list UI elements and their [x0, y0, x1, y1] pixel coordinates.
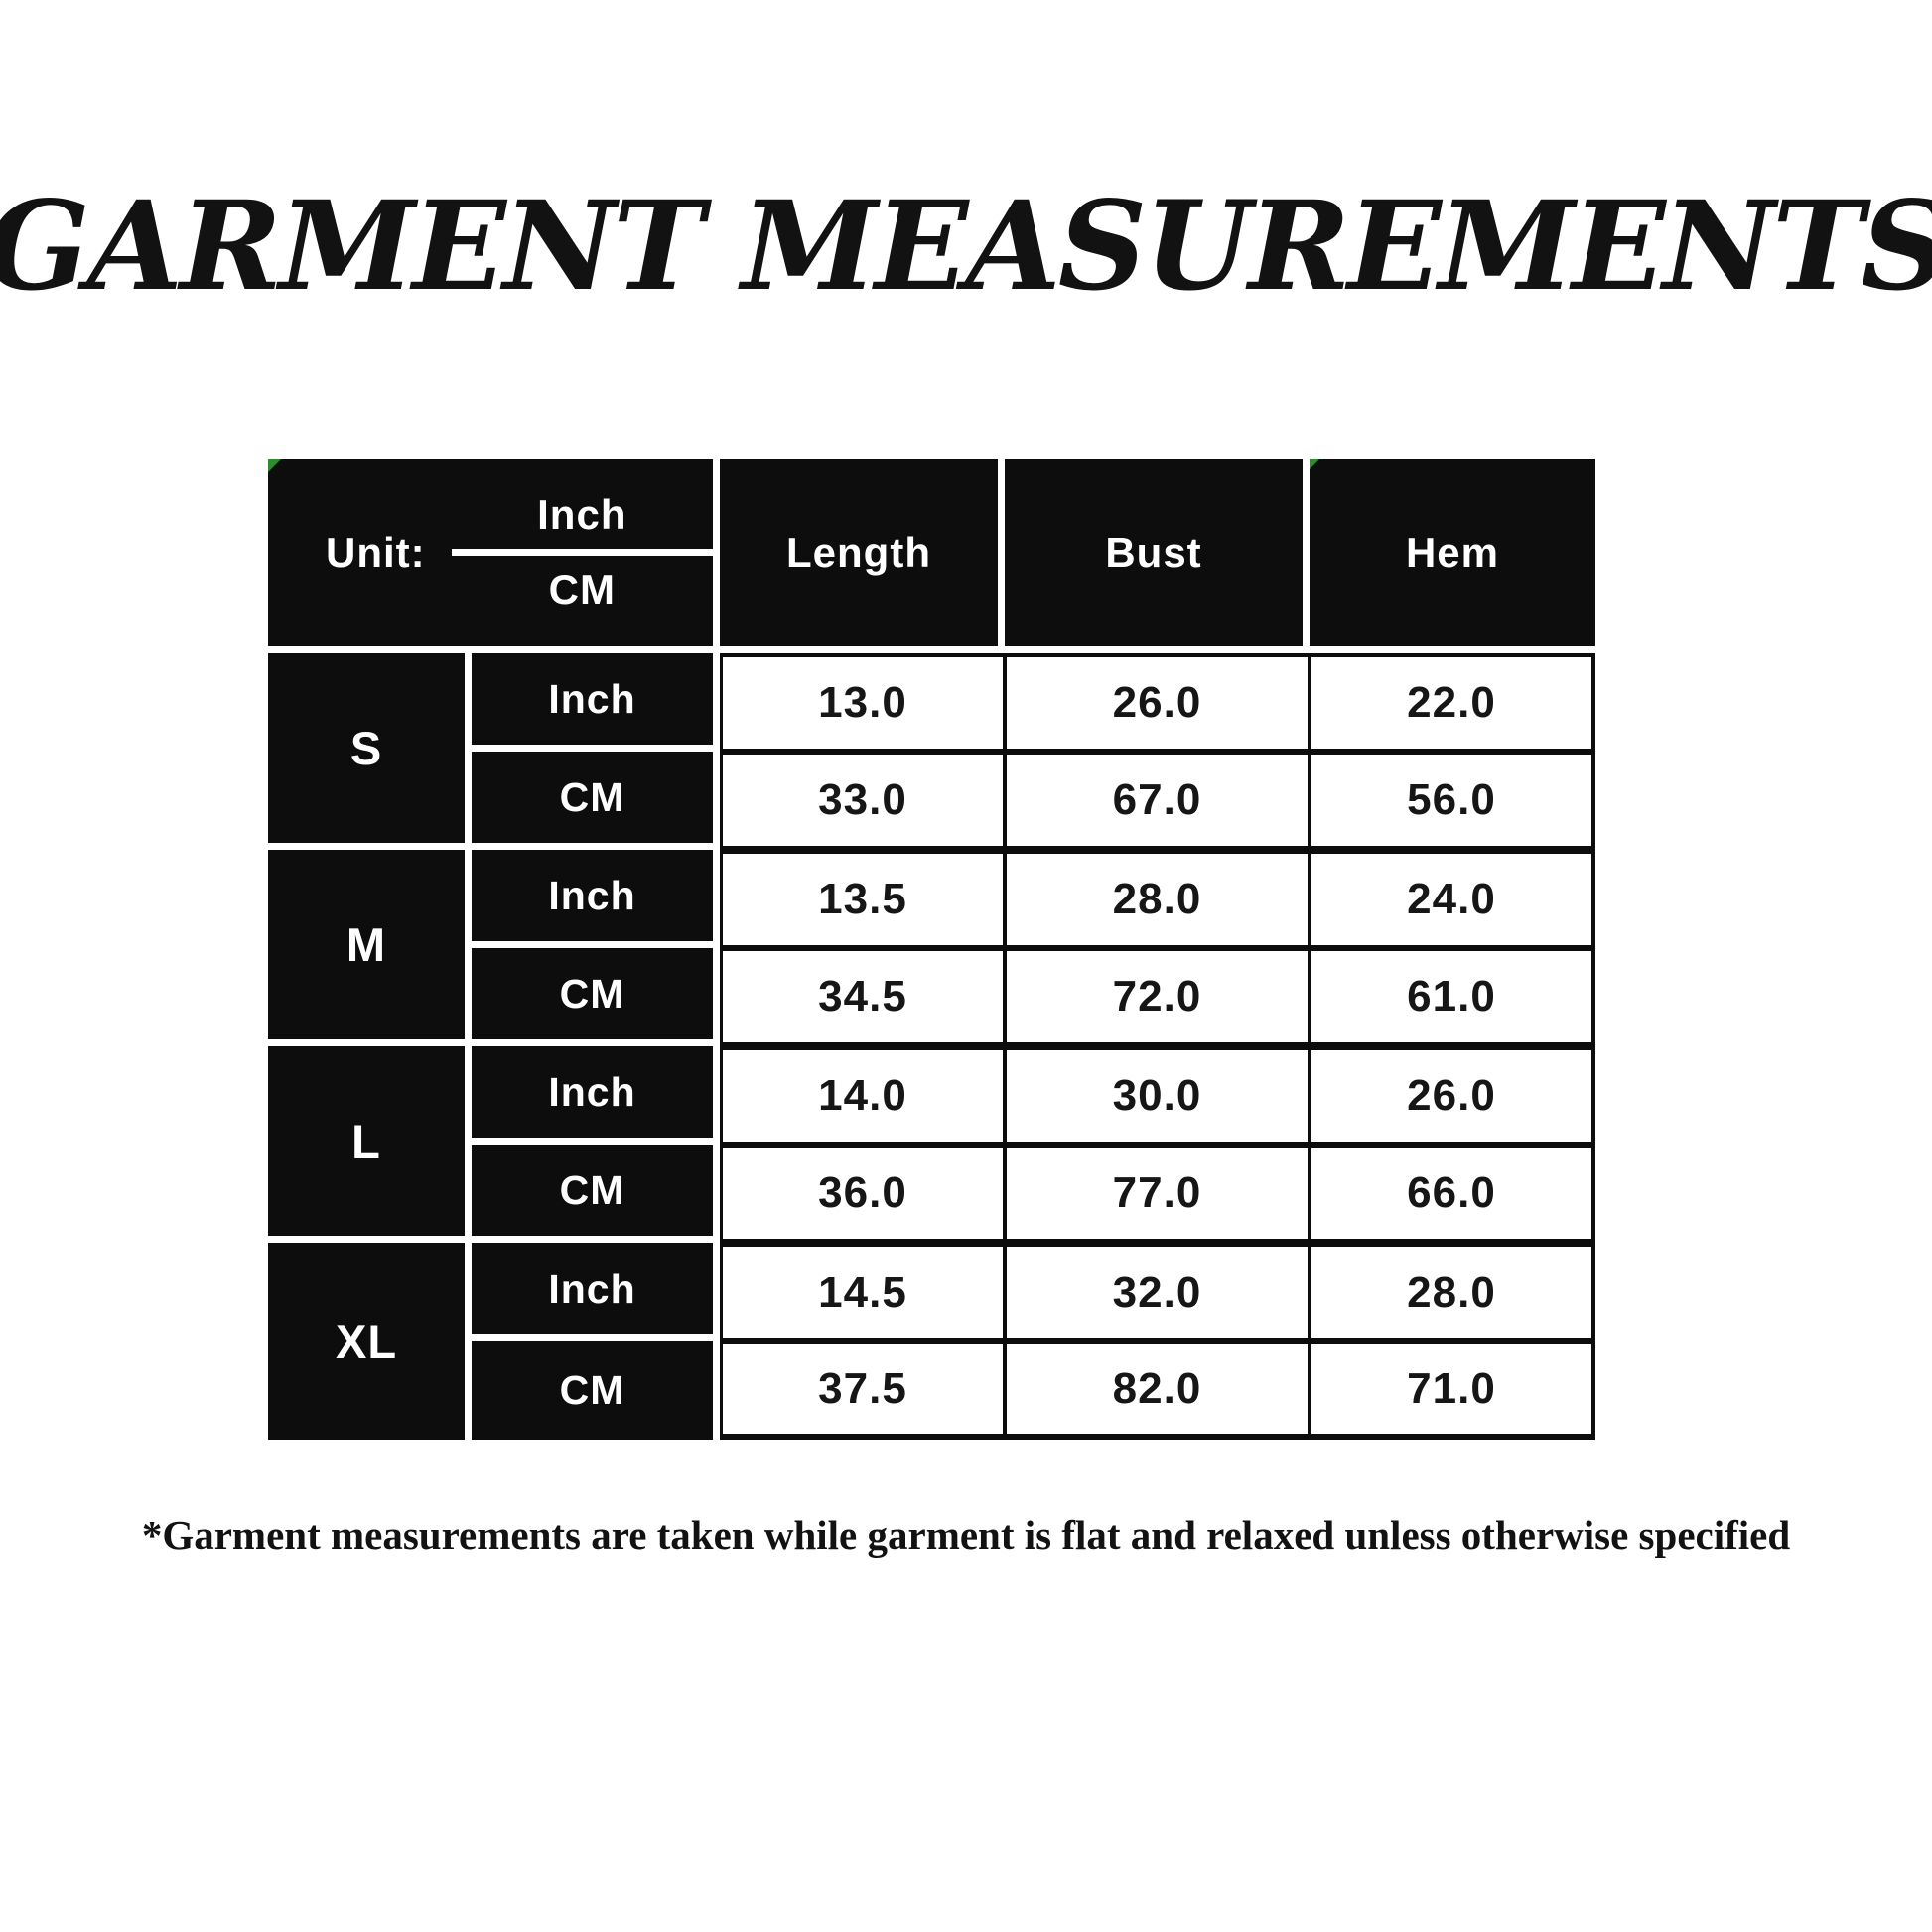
value-xl-inch-hem: 28.0	[1310, 1243, 1595, 1341]
green-corner-marker-icon	[1310, 459, 1319, 469]
unit-row-label: Inch	[472, 653, 720, 752]
value-l-cm-length: 36.0	[720, 1145, 1005, 1243]
unit-fraction-inch-label: Inch	[451, 487, 713, 556]
green-corner-marker-icon	[268, 459, 281, 472]
measurement-footnote: *Garment measurements are taken while ga…	[141, 1512, 1791, 1558]
column-header-hem-label: Hem	[1405, 528, 1500, 576]
value-m-cm-bust: 72.0	[1005, 948, 1310, 1046]
unit-row-label: CM	[472, 752, 720, 850]
value-xl-inch-length: 14.5	[720, 1243, 1005, 1341]
unit-row-label: Inch	[472, 850, 720, 948]
value-s-cm-length: 33.0	[720, 752, 1005, 850]
value-l-inch-bust: 30.0	[1005, 1046, 1310, 1145]
value-s-cm-hem: 56.0	[1310, 752, 1595, 850]
size-cell-xl: XL	[268, 1243, 472, 1440]
unit-row-label: CM	[472, 948, 720, 1046]
value-m-cm-hem: 61.0	[1310, 948, 1595, 1046]
unit-row-label: Inch	[472, 1046, 720, 1145]
value-s-cm-bust: 67.0	[1005, 752, 1310, 850]
column-header-hem: Hem	[1310, 459, 1595, 653]
unit-fraction-cm-label: CM	[548, 566, 616, 613]
value-s-inch-bust: 26.0	[1005, 653, 1310, 752]
size-cell-s: S	[268, 653, 472, 850]
value-l-cm-bust: 77.0	[1005, 1145, 1310, 1243]
value-m-inch-length: 13.5	[720, 850, 1005, 948]
value-xl-cm-bust: 82.0	[1005, 1341, 1310, 1440]
value-l-inch-length: 14.0	[720, 1046, 1005, 1145]
value-s-inch-hem: 22.0	[1310, 653, 1595, 752]
measurements-table: Unit: Inch CM Length Bust Hem S Inch 13.…	[268, 459, 1595, 1440]
unit-fraction: Inch CM	[451, 487, 713, 618]
unit-row-label: CM	[472, 1341, 720, 1440]
unit-header-cell: Unit: Inch CM	[268, 459, 720, 653]
column-header-bust: Bust	[1005, 459, 1310, 653]
value-l-cm-hem: 66.0	[1310, 1145, 1595, 1243]
value-s-inch-length: 13.0	[720, 653, 1005, 752]
value-l-inch-hem: 26.0	[1310, 1046, 1595, 1145]
size-cell-l: L	[268, 1046, 472, 1243]
value-m-cm-length: 34.5	[720, 948, 1005, 1046]
value-xl-inch-bust: 32.0	[1005, 1243, 1310, 1341]
unit-label: Unit:	[326, 528, 426, 576]
page-title: GARMENT MEASUREMENTS	[0, 175, 1932, 319]
column-header-length: Length	[720, 459, 1005, 653]
value-xl-cm-hem: 71.0	[1310, 1341, 1595, 1440]
unit-row-label: CM	[472, 1145, 720, 1243]
value-m-inch-bust: 28.0	[1005, 850, 1310, 948]
value-xl-cm-length: 37.5	[720, 1341, 1005, 1440]
size-cell-m: M	[268, 850, 472, 1046]
unit-row-label: Inch	[472, 1243, 720, 1341]
value-m-inch-hem: 24.0	[1310, 850, 1595, 948]
